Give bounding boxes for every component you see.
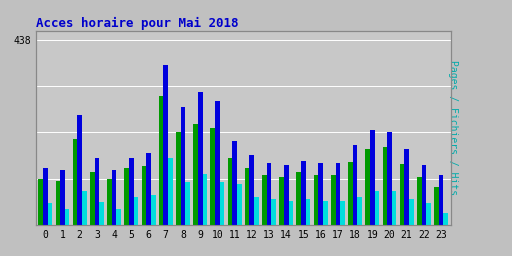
- Bar: [129, 158, 134, 225]
- Bar: [296, 172, 301, 225]
- Bar: [237, 184, 242, 225]
- Bar: [426, 203, 431, 225]
- Bar: [159, 96, 163, 225]
- Bar: [60, 170, 65, 225]
- Bar: [107, 179, 112, 225]
- Bar: [181, 107, 185, 225]
- Bar: [353, 145, 357, 225]
- Bar: [215, 101, 220, 225]
- Y-axis label: Pages / Fichiers / Hits: Pages / Fichiers / Hits: [447, 60, 458, 196]
- Bar: [357, 197, 362, 225]
- Bar: [116, 209, 121, 225]
- Bar: [392, 191, 396, 225]
- Bar: [95, 158, 99, 225]
- Bar: [289, 201, 293, 225]
- Bar: [340, 201, 345, 225]
- Bar: [254, 197, 259, 225]
- Bar: [417, 177, 421, 225]
- Bar: [409, 199, 414, 225]
- Bar: [228, 158, 232, 225]
- Bar: [271, 199, 276, 225]
- Bar: [203, 174, 207, 225]
- Bar: [65, 209, 70, 225]
- Bar: [185, 182, 190, 225]
- Bar: [284, 165, 289, 225]
- Bar: [439, 175, 443, 225]
- Bar: [335, 163, 340, 225]
- Bar: [124, 168, 129, 225]
- Bar: [38, 179, 43, 225]
- Bar: [99, 202, 104, 225]
- Bar: [301, 161, 306, 225]
- Bar: [245, 168, 249, 225]
- Bar: [331, 175, 335, 225]
- Bar: [323, 201, 328, 225]
- Bar: [198, 92, 203, 225]
- Bar: [262, 175, 267, 225]
- Bar: [193, 124, 198, 225]
- Bar: [306, 199, 310, 225]
- Bar: [55, 181, 60, 225]
- Bar: [434, 187, 439, 225]
- Bar: [232, 141, 237, 225]
- Bar: [134, 197, 138, 225]
- Bar: [375, 191, 379, 225]
- Bar: [443, 214, 448, 225]
- Bar: [348, 162, 353, 225]
- Bar: [176, 132, 181, 225]
- Bar: [48, 203, 52, 225]
- Bar: [279, 177, 284, 225]
- Bar: [314, 175, 318, 225]
- Bar: [400, 164, 404, 225]
- Bar: [163, 65, 168, 225]
- Bar: [43, 168, 48, 225]
- Bar: [142, 166, 146, 225]
- Bar: [365, 149, 370, 225]
- Bar: [220, 182, 224, 225]
- Bar: [267, 163, 271, 225]
- Bar: [370, 130, 375, 225]
- Bar: [249, 155, 254, 225]
- Bar: [146, 153, 151, 225]
- Text: Acces horaire pour Mai 2018: Acces horaire pour Mai 2018: [36, 16, 239, 29]
- Bar: [421, 165, 426, 225]
- Bar: [151, 195, 156, 225]
- Bar: [382, 147, 387, 225]
- Bar: [82, 191, 87, 225]
- Bar: [168, 158, 173, 225]
- Bar: [112, 170, 116, 225]
- Bar: [90, 172, 95, 225]
- Bar: [73, 138, 77, 225]
- Bar: [387, 132, 392, 225]
- Bar: [318, 163, 323, 225]
- Bar: [77, 115, 82, 225]
- Bar: [404, 149, 409, 225]
- Bar: [210, 128, 215, 225]
